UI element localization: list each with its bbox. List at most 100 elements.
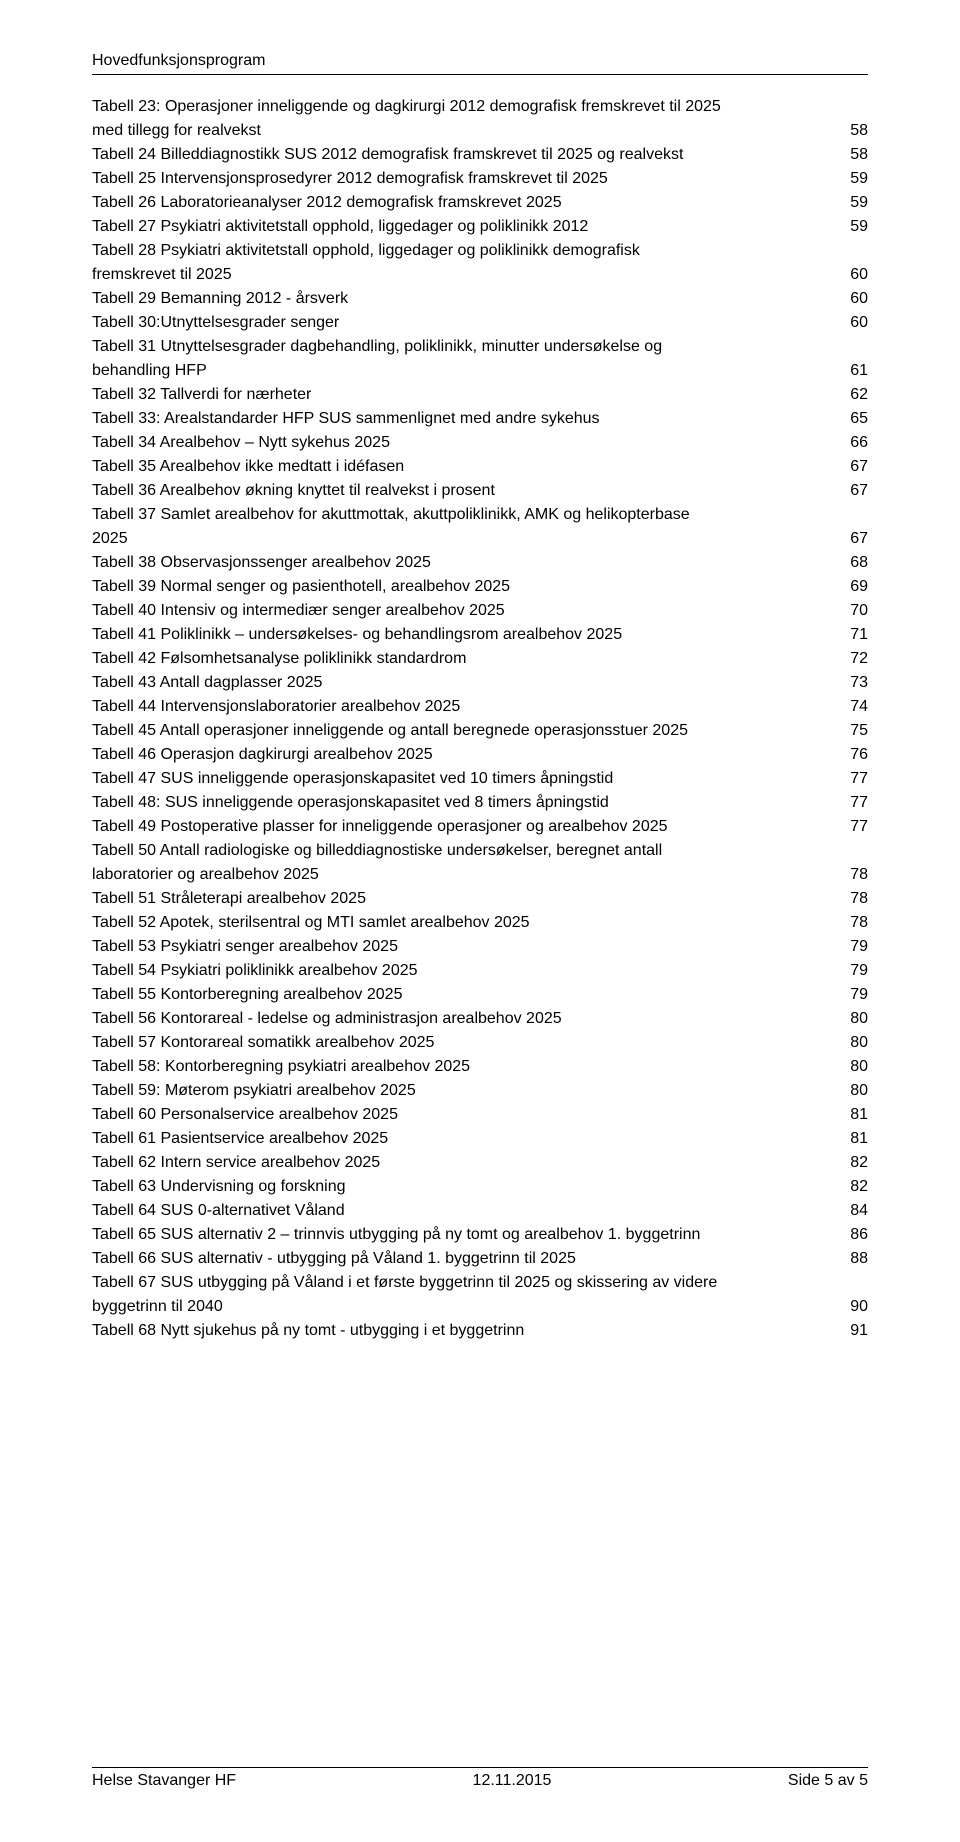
toc-entry-label: Tabell 34 Arealbehov – Nytt sykehus 2025 bbox=[92, 431, 390, 455]
toc-entry: Tabell 51 Stråleterapi arealbehov 202578 bbox=[92, 887, 868, 911]
toc-entry: fremskrevet til 2025 60 bbox=[92, 263, 868, 287]
toc-entry-label: Tabell 33: Arealstandarder HFP SUS samme… bbox=[92, 407, 600, 431]
toc-entry: Tabell 26 Laboratorieanalyser 2012 demog… bbox=[92, 191, 868, 215]
footer-center: 12.11.2015 bbox=[473, 1772, 552, 1790]
toc-entry-label: Tabell 56 Kontorareal - ledelse og admin… bbox=[92, 1007, 562, 1031]
toc-entry-page: 79 bbox=[846, 935, 868, 959]
toc-entry-page: 84 bbox=[846, 1199, 868, 1223]
header-title: Hovedfunksjonsprogram bbox=[92, 52, 265, 69]
toc-entry: Tabell 30:Utnyttelsesgrader senger60 bbox=[92, 311, 868, 335]
toc-entry-label: Tabell 35 Arealbehov ikke medtatt i idéf… bbox=[92, 455, 404, 479]
toc-entry-page: 88 bbox=[846, 1247, 868, 1271]
toc-entry-label: Tabell 55 Kontorberegning arealbehov 202… bbox=[92, 983, 402, 1007]
toc-entry: Tabell 34 Arealbehov – Nytt sykehus 2025… bbox=[92, 431, 868, 455]
toc-entry: Tabell 64 SUS 0-alternativet Våland84 bbox=[92, 1199, 868, 1223]
toc-entry-page: 75 bbox=[846, 719, 868, 743]
toc-entry: Tabell 33: Arealstandarder HFP SUS samme… bbox=[92, 407, 868, 431]
toc-entry-page: 69 bbox=[846, 575, 868, 599]
toc-entry-page: 90 bbox=[846, 1295, 868, 1319]
toc-entry-page: 60 bbox=[846, 263, 868, 287]
toc-entry: Tabell 52 Apotek, sterilsentral og MTI s… bbox=[92, 911, 868, 935]
toc-entry-line: Tabell 23: Operasjoner inneliggende og d… bbox=[92, 95, 868, 119]
toc-entry-label: behandling HFP bbox=[92, 359, 207, 383]
toc-entry-page: 59 bbox=[846, 167, 868, 191]
toc-entry-page: 78 bbox=[846, 911, 868, 935]
toc-entry-page: 58 bbox=[846, 143, 868, 167]
toc-entry-page: 67 bbox=[846, 479, 868, 503]
toc-entry: Tabell 40 Intensiv og intermediær senger… bbox=[92, 599, 868, 623]
toc-entry-page: 82 bbox=[846, 1151, 868, 1175]
toc-entry: Tabell 46 Operasjon dagkirurgi arealbeho… bbox=[92, 743, 868, 767]
toc-entry: Tabell 39 Normal senger og pasienthotell… bbox=[92, 575, 868, 599]
toc-entry: Tabell 25 Intervensjonsprosedyrer 2012 d… bbox=[92, 167, 868, 191]
toc-entry: Tabell 48: SUS inneliggende operasjonska… bbox=[92, 791, 868, 815]
toc-entry-page: 77 bbox=[846, 767, 868, 791]
toc-entry: Tabell 42 Følsomhetsanalyse poliklinikk … bbox=[92, 647, 868, 671]
toc-entry-page: 86 bbox=[846, 1223, 868, 1247]
toc-entry-page: 60 bbox=[846, 287, 868, 311]
toc-entry-page: 78 bbox=[846, 863, 868, 887]
toc-entry-label: Tabell 26 Laboratorieanalyser 2012 demog… bbox=[92, 191, 562, 215]
toc-entry: Tabell 53 Psykiatri senger arealbehov 20… bbox=[92, 935, 868, 959]
toc-entry-label: Tabell 62 Intern service arealbehov 2025 bbox=[92, 1151, 380, 1175]
toc-entry: Tabell 65 SUS alternativ 2 – trinnvis ut… bbox=[92, 1223, 868, 1247]
toc-entry: Tabell 29 Bemanning 2012 - årsverk60 bbox=[92, 287, 868, 311]
toc-entry-label: Tabell 32 Tallverdi for nærheter bbox=[92, 383, 311, 407]
toc-entry-line: Tabell 28 Psykiatri aktivitetstall oppho… bbox=[92, 239, 868, 263]
toc-entry-label: med tillegg for realvekst bbox=[92, 119, 261, 143]
toc-entry: Tabell 58: Kontorberegning psykiatri are… bbox=[92, 1055, 868, 1079]
toc-entry: Tabell 56 Kontorareal - ledelse og admin… bbox=[92, 1007, 868, 1031]
toc-entry: byggetrinn til 204090 bbox=[92, 1295, 868, 1319]
toc-entry: Tabell 38 Observasjonssenger arealbehov … bbox=[92, 551, 868, 575]
toc-entry-page: 71 bbox=[846, 623, 868, 647]
toc-entry-page: 79 bbox=[846, 983, 868, 1007]
toc-entry-page: 80 bbox=[846, 1079, 868, 1103]
toc-entry-page: 91 bbox=[846, 1319, 868, 1343]
toc-entry: laboratorier og arealbehov 202578 bbox=[92, 863, 868, 887]
toc-entry-page: 66 bbox=[846, 431, 868, 455]
toc-entry-label: Tabell 24 Billeddiagnostikk SUS 2012 dem… bbox=[92, 143, 683, 167]
toc-entry: Tabell 59: Møterom psykiatri arealbehov … bbox=[92, 1079, 868, 1103]
toc-entry: Tabell 57 Kontorareal somatikk arealbeho… bbox=[92, 1031, 868, 1055]
toc-entry: Tabell 27 Psykiatri aktivitetstall oppho… bbox=[92, 215, 868, 239]
toc-entry-label: Tabell 27 Psykiatri aktivitetstall oppho… bbox=[92, 215, 588, 239]
toc-entry-label: Tabell 36 Arealbehov økning knyttet til … bbox=[92, 479, 495, 503]
toc-entry-page: 80 bbox=[846, 1007, 868, 1031]
toc-entry-page: 67 bbox=[846, 527, 868, 551]
toc-entry-label: Tabell 53 Psykiatri senger arealbehov 20… bbox=[92, 935, 398, 959]
toc-entry-label: Tabell 58: Kontorberegning psykiatri are… bbox=[92, 1055, 470, 1079]
toc-entry-label: Tabell 59: Møterom psykiatri arealbehov … bbox=[92, 1079, 416, 1103]
toc-entry-label: Tabell 40 Intensiv og intermediær senger… bbox=[92, 599, 505, 623]
toc-entry-label: Tabell 57 Kontorareal somatikk arealbeho… bbox=[92, 1031, 434, 1055]
toc-entry-label: fremskrevet til 2025 bbox=[92, 263, 232, 287]
toc-entry: Tabell 24 Billeddiagnostikk SUS 2012 dem… bbox=[92, 143, 868, 167]
toc-entry-label: Tabell 42 Følsomhetsanalyse poliklinikk … bbox=[92, 647, 466, 671]
toc-entry-page: 68 bbox=[846, 551, 868, 575]
toc-entry-label: Tabell 65 SUS alternativ 2 – trinnvis ut… bbox=[92, 1223, 700, 1247]
toc-entry-label: Tabell 46 Operasjon dagkirurgi arealbeho… bbox=[92, 743, 433, 767]
toc-entry-label: Tabell 39 Normal senger og pasienthotell… bbox=[92, 575, 510, 599]
toc-entry-line: Tabell 50 Antall radiologiske og billedd… bbox=[92, 839, 868, 863]
toc-entry-page: 77 bbox=[846, 791, 868, 815]
toc-entry-label: Tabell 52 Apotek, sterilsentral og MTI s… bbox=[92, 911, 530, 935]
toc-entry-page: 73 bbox=[846, 671, 868, 695]
toc-entry-line: Tabell 67 SUS utbygging på Våland i et f… bbox=[92, 1271, 868, 1295]
toc-entry-label: Tabell 54 Psykiatri poliklinikk arealbeh… bbox=[92, 959, 418, 983]
toc-entry-page: 58 bbox=[846, 119, 868, 143]
toc-entry-label: Tabell 63 Undervisning og forskning bbox=[92, 1175, 345, 1199]
toc-entry: Tabell 49 Postoperative plasser for inne… bbox=[92, 815, 868, 839]
toc-entry: Tabell 36 Arealbehov økning knyttet til … bbox=[92, 479, 868, 503]
toc-entry-line: Tabell 31 Utnyttelsesgrader dagbehandlin… bbox=[92, 335, 868, 359]
toc-entry-page: 82 bbox=[846, 1175, 868, 1199]
toc-entry-label: Tabell 48: SUS inneliggende operasjonska… bbox=[92, 791, 609, 815]
toc-entry: Tabell 62 Intern service arealbehov 2025… bbox=[92, 1151, 868, 1175]
toc-entry: Tabell 43 Antall dagplasser 202573 bbox=[92, 671, 868, 695]
toc-entry: Tabell 63 Undervisning og forskning 82 bbox=[92, 1175, 868, 1199]
toc-entry: Tabell 61 Pasientservice arealbehov 2025… bbox=[92, 1127, 868, 1151]
toc-entry-label: Tabell 44 Intervensjonslaboratorier area… bbox=[92, 695, 460, 719]
table-of-contents: Tabell 23: Operasjoner inneliggende og d… bbox=[92, 95, 868, 1343]
toc-entry-page: 67 bbox=[846, 455, 868, 479]
toc-entry: Tabell 44 Intervensjonslaboratorier area… bbox=[92, 695, 868, 719]
toc-entry-page: 78 bbox=[846, 887, 868, 911]
toc-entry-page: 61 bbox=[846, 359, 868, 383]
